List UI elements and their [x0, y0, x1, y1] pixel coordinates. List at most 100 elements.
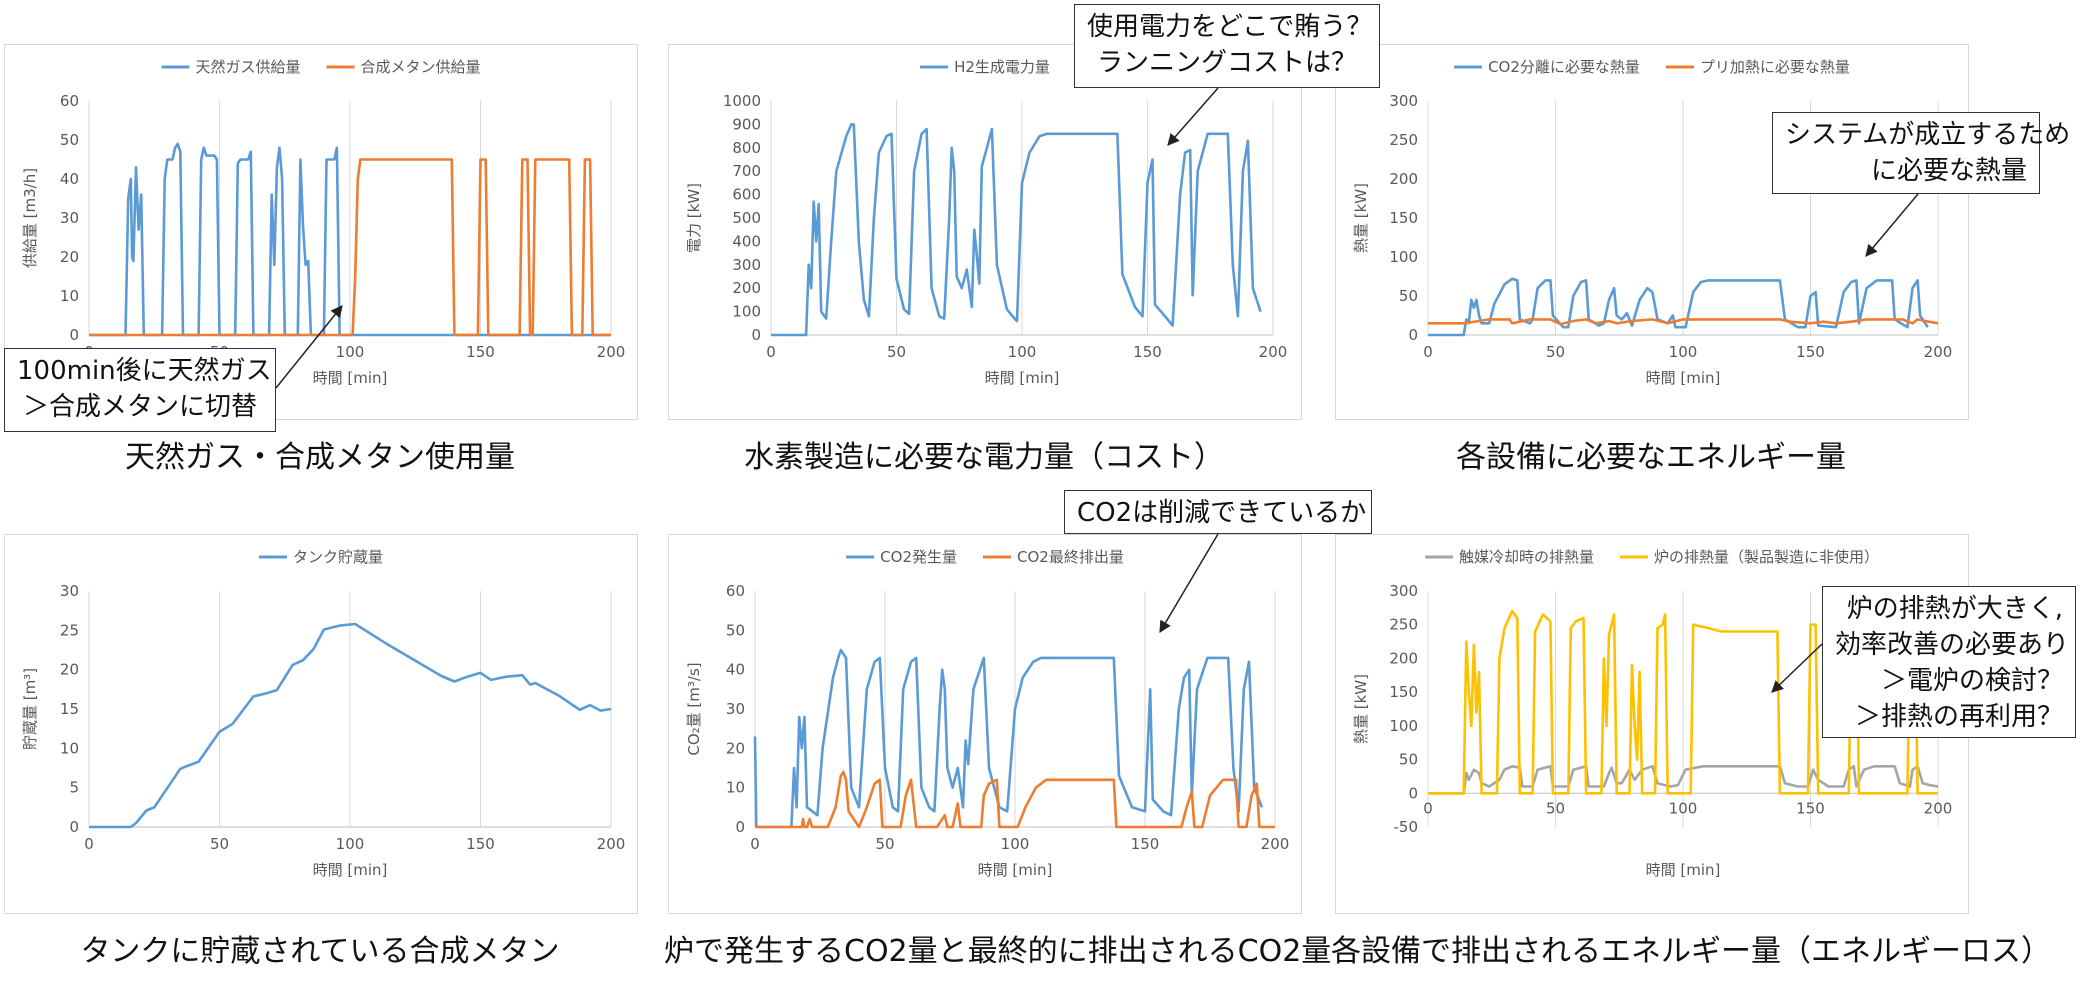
- y-tick-label: 0: [69, 818, 79, 836]
- y-tick-label: 50: [1399, 287, 1418, 305]
- x-axis-label: 時間 [min]: [985, 369, 1060, 387]
- x-tick-label: 200: [597, 835, 626, 853]
- y-tick-label: 0: [1408, 784, 1418, 802]
- y-tick-label: 30: [726, 700, 745, 718]
- x-tick-label: 200: [1261, 835, 1290, 853]
- legend: CO2分離に必要な熱量 プリ加熱に必要な熱量: [1454, 58, 1850, 76]
- series-line: [1428, 318, 1939, 326]
- y-tick-label: 900: [732, 115, 761, 133]
- y-tick-label: 100: [1389, 717, 1418, 735]
- callout-heat: システムが成立するため に必要な熱量: [1772, 112, 2071, 194]
- x-tick-label: 0: [84, 835, 94, 853]
- x-tick-label: 0: [766, 343, 776, 361]
- chart-required-heat: 0 50 100 150 200 250 300 0 50 100 150 200 時間 [min] 熱量…: [1352, 58, 1952, 387]
- caption-co2: 炉で発生するCO2量と最終的に排出されるCO2量: [664, 934, 1332, 969]
- y-tick-label: 300: [1389, 582, 1418, 600]
- caption-tank-storage: タンクに貯蔵されている合成メタン: [80, 934, 560, 969]
- legend-label: 合成メタン供給量: [361, 58, 481, 76]
- legend-label: プリ加熱に必要な熱量: [1700, 58, 1850, 76]
- callout-power-line-1: 使用電力をどこで賄う？: [1087, 12, 1373, 42]
- callout-furnace: 炉の排熱が大きく, 効率改善の必要あり ＞電炉の検討？ ＞排熱の再利用？: [1822, 586, 2076, 738]
- y-tick-label: 60: [726, 582, 745, 600]
- y-axis-label: 供給量 [m3/h]: [21, 168, 39, 268]
- x-tick-label: 200: [1924, 799, 1953, 817]
- y-tick-label: 1000: [723, 92, 761, 110]
- y-tick-label: 30: [60, 209, 79, 227]
- y-axis-label: 貯蔵量 [m³]: [21, 668, 39, 750]
- y-tick-label: 700: [732, 162, 761, 180]
- x-tick-label: 0: [750, 835, 760, 853]
- x-axis-label: 時間 [min]: [1646, 861, 1721, 879]
- y-tick-label: 0: [751, 326, 761, 344]
- legend: 触媒冷却時の排熱量 炉の排熱量（製品製造に非使用）: [1424, 548, 1879, 566]
- legend-item: CO2最終排出量: [983, 548, 1124, 566]
- callout-switch-line-1: 100min後に天然ガス: [17, 356, 272, 386]
- callout-furnace-line-1: 炉の排熱が大きく,: [1846, 594, 2063, 624]
- y-tick-label: 300: [732, 256, 761, 274]
- legend-label: 触媒冷却時の排熱量: [1459, 548, 1594, 566]
- legend-item: 触媒冷却時の排熱量: [1424, 548, 1594, 566]
- x-tick-label: 200: [597, 343, 626, 361]
- legend-label: CO2最終排出量: [1017, 548, 1124, 566]
- chart-panel-h2-power: 0 100 200 300 400 500 600 700 800 900 1000 0 50 100 15…: [668, 44, 1302, 420]
- y-axis-label: 熱量 [kW]: [1352, 674, 1370, 744]
- callout-heat-line-2: に必要な熱量: [1870, 156, 2027, 186]
- x-tick-label: 150: [1796, 343, 1825, 361]
- y-tick-label: 250: [1389, 616, 1418, 634]
- callout-heat-line-1: システムが成立するため: [1785, 120, 2071, 150]
- y-tick-label: 250: [1389, 131, 1418, 149]
- caption-exhaust-heat: 各設備で排出されるエネルギー量（エネルギーロス）: [1331, 934, 2051, 969]
- legend-label: 天然ガス供給量: [195, 58, 300, 76]
- y-tick-label: 25: [60, 621, 79, 639]
- series-line: [89, 622, 612, 829]
- y-tick-label: 5: [69, 779, 79, 797]
- legend-item: 合成メタン供給量: [326, 58, 481, 76]
- x-tick-label: 150: [466, 343, 495, 361]
- legend-label: H2生成電力量: [954, 58, 1050, 76]
- x-tick-label: 150: [466, 835, 495, 853]
- x-tick-label: 100: [1669, 343, 1698, 361]
- caption-required-heat: 各設備に必要なエネルギー量: [1456, 440, 1846, 475]
- legend-item: CO2発生量: [846, 548, 957, 566]
- legend-item: CO2分離に必要な熱量: [1454, 58, 1640, 76]
- y-tick-label: 300: [1389, 92, 1418, 110]
- x-tick-label: 100: [1008, 343, 1037, 361]
- legend: 天然ガス供給量 合成メタン供給量: [161, 58, 481, 76]
- y-tick-label: 60: [60, 92, 79, 110]
- x-tick-label: 150: [1796, 799, 1825, 817]
- y-tick-label: 20: [726, 739, 745, 757]
- x-axis-label: 時間 [min]: [313, 861, 388, 879]
- y-tick-label: 10: [60, 287, 79, 305]
- series-line: [89, 158, 611, 337]
- legend-item: 炉の排熱量（製品製造に非使用）: [1620, 548, 1879, 566]
- x-tick-label: 150: [1133, 343, 1162, 361]
- legend: タンク貯蔵量: [258, 548, 383, 566]
- legend-label: CO2分離に必要な熱量: [1488, 58, 1640, 76]
- caption-natural-gas: 天然ガス・合成メタン使用量: [125, 440, 515, 475]
- legend: H2生成電力量: [920, 58, 1050, 76]
- y-tick-label: 0: [1408, 326, 1418, 344]
- y-tick-label: 50: [60, 131, 79, 149]
- y-tick-label: 800: [732, 139, 761, 157]
- x-tick-label: 100: [336, 343, 365, 361]
- y-tick-label: 0: [735, 818, 745, 836]
- callout-co2-line-1: CO2は削減できているか: [1077, 498, 1367, 528]
- y-tick-label: 10: [726, 779, 745, 797]
- chart-tank-storage: 0 5 10 15 20 25 30 0 50 100 150 200 時間 [min] 貯蔵量 [m³]…: [21, 548, 626, 879]
- y-tick-label: 50: [1399, 751, 1418, 769]
- legend-label: タンク貯蔵量: [293, 548, 383, 566]
- legend: CO2発生量 CO2最終排出量: [846, 548, 1124, 566]
- y-tick-label: 150: [1389, 209, 1418, 227]
- callout-switch-line-2: ＞合成メタンに切替: [22, 392, 257, 422]
- y-tick-label: 30: [60, 582, 79, 600]
- y-tick-label: 400: [732, 232, 761, 250]
- x-tick-label: 50: [875, 835, 894, 853]
- series-line: [755, 770, 1275, 829]
- y-axis-label: CO₂量 [m³/s]: [685, 662, 703, 755]
- x-tick-label: 100: [336, 835, 365, 853]
- series-line: [771, 123, 1262, 337]
- legend-item: タンク貯蔵量: [258, 548, 383, 566]
- x-tick-label: 100: [1669, 799, 1698, 817]
- x-tick-label: 0: [1423, 343, 1433, 361]
- series-line: [1428, 609, 1938, 795]
